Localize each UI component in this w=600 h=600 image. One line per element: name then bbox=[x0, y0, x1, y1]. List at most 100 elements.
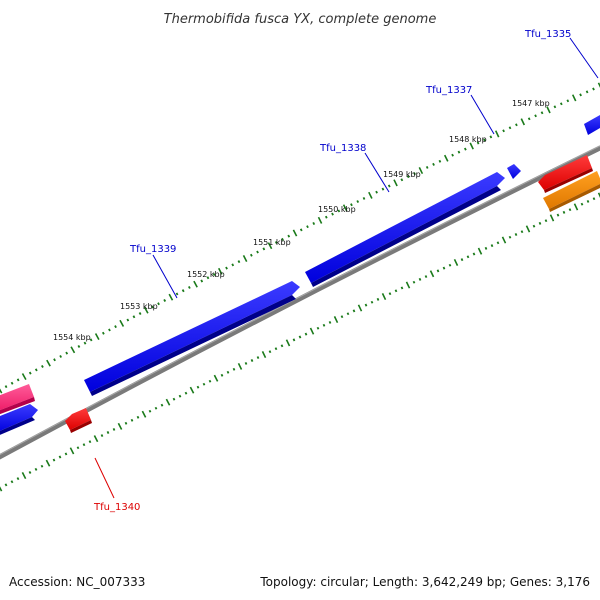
gene-arrow-tfu-1335[interactable] bbox=[584, 115, 600, 135]
minor-tick bbox=[436, 269, 440, 273]
minor-tick bbox=[400, 286, 404, 290]
gene-block-orange[interactable] bbox=[543, 171, 600, 209]
minor-tick bbox=[502, 129, 505, 133]
minor-tick bbox=[76, 446, 80, 450]
minor-tick bbox=[220, 373, 224, 377]
minor-tick bbox=[364, 303, 368, 307]
minor-tick bbox=[442, 266, 446, 270]
minor-tick bbox=[108, 328, 111, 332]
gene-label-tfu-1337[interactable]: Tfu_1337 bbox=[425, 85, 472, 96]
gene-arrow-left-edge[interactable] bbox=[0, 404, 38, 433]
minor-tick bbox=[196, 385, 200, 389]
major-tick bbox=[217, 267, 223, 275]
minor-tick bbox=[65, 351, 69, 355]
minor-tick bbox=[375, 190, 378, 194]
minor-tick bbox=[472, 252, 476, 256]
outer-scale-ticks bbox=[0, 82, 600, 394]
minor-tick bbox=[586, 200, 590, 203]
minor-tick bbox=[457, 150, 461, 154]
minor-tick bbox=[4, 483, 8, 487]
major-tick bbox=[357, 304, 363, 312]
minor-tick bbox=[346, 312, 350, 316]
major-tick bbox=[21, 373, 27, 380]
major-tick bbox=[309, 327, 315, 335]
scale-label: 1554 kbp bbox=[53, 333, 91, 342]
minor-tick bbox=[274, 241, 278, 245]
gene-labels: Tfu_1335 Tfu_1337 Tfu_1338 Tfu_1339 Tfu_… bbox=[93, 29, 571, 513]
gene-label-tfu-1340[interactable]: Tfu_1340 bbox=[93, 502, 140, 513]
major-tick bbox=[165, 398, 171, 406]
minor-tick bbox=[352, 309, 356, 313]
major-tick bbox=[520, 118, 526, 126]
minor-tick bbox=[483, 138, 486, 142]
major-tick bbox=[317, 216, 323, 224]
minor-tick bbox=[592, 87, 595, 91]
minor-tick bbox=[16, 477, 20, 481]
minor-tick bbox=[324, 215, 328, 219]
minor-tick bbox=[585, 90, 589, 94]
gene-block-shadow bbox=[549, 183, 600, 212]
minor-tick bbox=[400, 178, 404, 182]
major-tick bbox=[237, 362, 243, 370]
minor-tick bbox=[88, 440, 92, 444]
minor-tick bbox=[256, 250, 259, 254]
minor-tick bbox=[298, 335, 302, 339]
gene-arrow-red-right[interactable] bbox=[538, 155, 592, 190]
minor-tick bbox=[508, 235, 512, 239]
minor-tick bbox=[292, 338, 296, 342]
minor-tick bbox=[89, 338, 93, 342]
minor-tick bbox=[212, 273, 216, 277]
gene-label-tfu-1339[interactable]: Tfu_1339 bbox=[129, 244, 176, 255]
minor-tick bbox=[413, 172, 416, 176]
major-tick bbox=[597, 192, 600, 198]
major-tick bbox=[94, 333, 100, 340]
major-tick bbox=[261, 351, 267, 359]
minor-tick bbox=[112, 428, 116, 431]
gene-arrow-tfu-1337[interactable] bbox=[507, 164, 521, 179]
minor-tick bbox=[34, 368, 38, 372]
gene-arrow-tfu-1340[interactable] bbox=[65, 408, 91, 430]
minor-tick bbox=[534, 114, 537, 118]
minor-tick bbox=[82, 443, 86, 447]
gene-block-shadow bbox=[0, 397, 35, 415]
minor-tick bbox=[514, 233, 518, 236]
genome-backbone bbox=[0, 145, 600, 460]
major-tick bbox=[573, 203, 579, 211]
minor-tick bbox=[28, 371, 32, 375]
minor-tick bbox=[138, 312, 142, 316]
minor-tick bbox=[4, 385, 8, 389]
minor-tick bbox=[312, 221, 316, 226]
major-tick bbox=[368, 191, 373, 199]
minor-tick bbox=[370, 300, 374, 304]
minor-tick bbox=[540, 111, 544, 115]
gene-label-tfu-1335[interactable]: Tfu_1335 bbox=[524, 29, 571, 40]
gene-arrow-tfu-1338[interactable] bbox=[305, 172, 505, 283]
scale-label: 1553 kbp bbox=[120, 302, 158, 311]
minor-tick bbox=[356, 200, 360, 204]
gene-label-tfu-1338[interactable]: Tfu_1338 bbox=[319, 143, 366, 154]
scale-label: 1547 kbp bbox=[512, 99, 550, 108]
minor-tick bbox=[34, 467, 38, 471]
inner-scale-ticks bbox=[0, 192, 600, 492]
major-tick bbox=[21, 472, 27, 480]
minor-tick bbox=[508, 126, 512, 130]
minor-tick bbox=[532, 224, 536, 228]
minor-tick bbox=[202, 382, 206, 386]
major-tick bbox=[393, 179, 398, 187]
minor-tick bbox=[387, 184, 391, 188]
minor-tick bbox=[496, 241, 500, 245]
scale-label: 1552 kbp bbox=[187, 270, 225, 279]
minor-tick bbox=[362, 197, 366, 200]
minor-tick bbox=[244, 362, 248, 365]
minor-tick bbox=[304, 332, 308, 336]
minor-tick bbox=[466, 255, 470, 259]
gene-arrow-tfu-1339[interactable] bbox=[84, 281, 300, 392]
gene-block-pink[interactable] bbox=[0, 384, 34, 412]
minor-tick bbox=[172, 397, 176, 401]
minor-tick bbox=[566, 99, 570, 103]
minor-tick bbox=[160, 403, 164, 407]
minor-tick bbox=[64, 452, 68, 456]
minor-tick bbox=[148, 409, 152, 413]
minor-tick bbox=[208, 379, 212, 383]
